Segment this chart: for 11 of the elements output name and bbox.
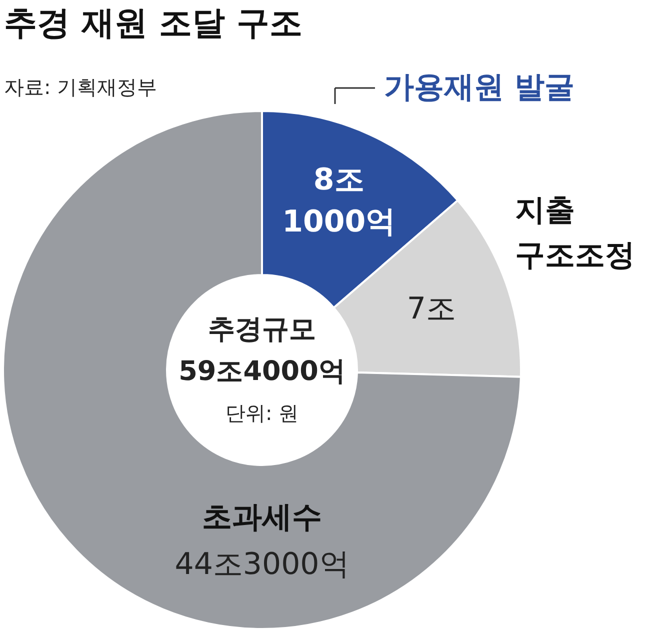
slice-label: 가용재원 발굴 [384,70,574,105]
data-label: 44조3000억 [174,547,350,582]
text: 단위: 원 [225,401,299,425]
slice-label: 초과세수 [202,500,322,535]
chart-subtitle: 자료: 기획재정부 [4,75,158,99]
text: 59조4000억 [178,356,346,387]
chart-title: 추경 재원 조달 구조 [4,3,302,42]
slice-label: 지출 구조조정 [515,193,635,273]
data-label: 8조 1000억 [282,162,396,240]
text: 추경규모 [208,314,316,345]
data-label: 7조 [406,291,456,326]
